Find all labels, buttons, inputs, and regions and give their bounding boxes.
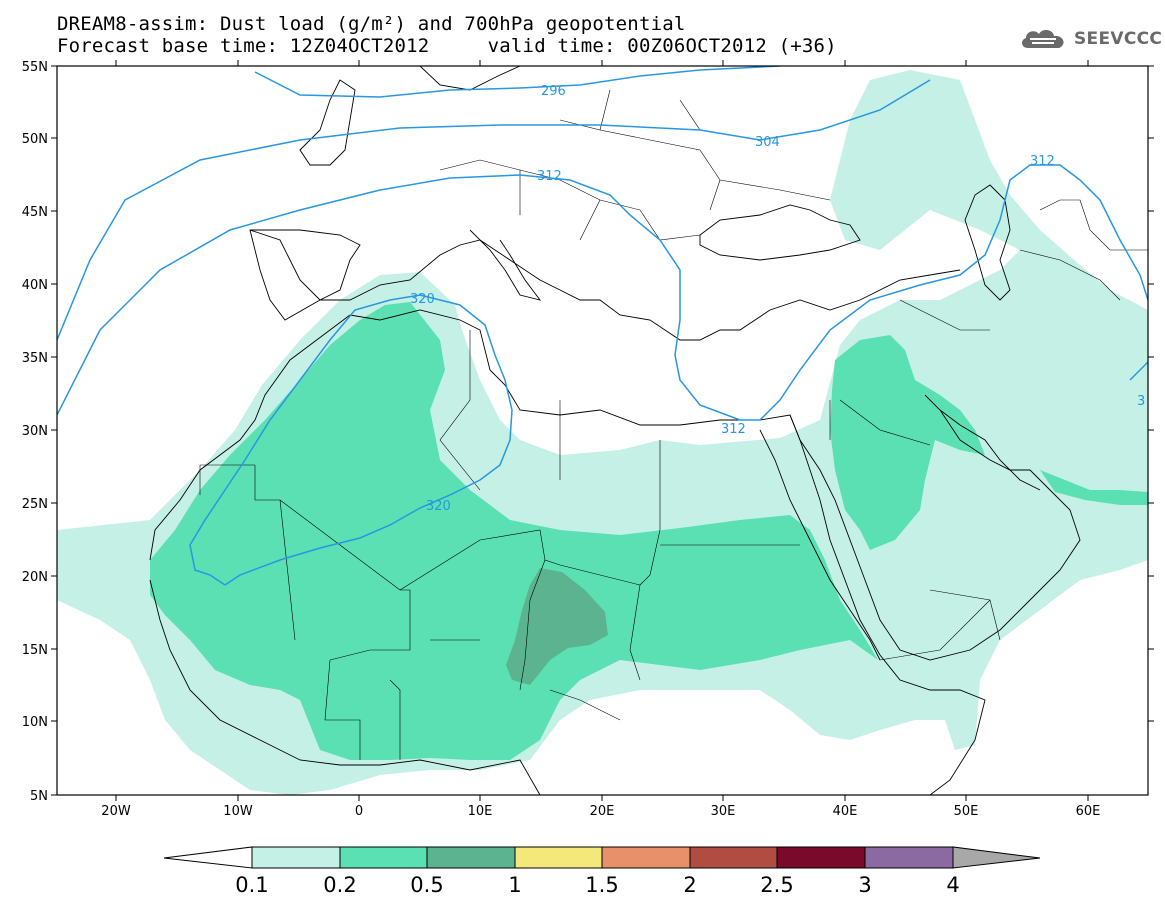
logo-text: SEEVCCC [1074, 29, 1163, 49]
lat-label: 55N [22, 60, 48, 75]
geopotential-contours [57, 66, 1148, 586]
colorbar-label: 2.5 [760, 873, 793, 897]
colorbar-segment [689, 846, 778, 869]
colorbar-label: 2 [683, 873, 696, 897]
colorbar-segment [426, 846, 516, 869]
colorbar-low-arrow [163, 846, 253, 869]
contour-label: 320 [426, 499, 451, 514]
colorbar-label: 4 [946, 873, 959, 897]
cloud-icon [1022, 30, 1064, 48]
britain-coast [299, 79, 356, 166]
dust-load-field [57, 70, 1148, 795]
colorbar-segment [776, 846, 866, 869]
coastlines [149, 66, 1081, 795]
colorbar-segment [251, 846, 341, 869]
italy-coast [469, 229, 542, 301]
iberia-coast [249, 229, 361, 321]
lon-label: 40E [833, 804, 858, 819]
colorbar-label: 1.5 [585, 873, 618, 897]
lon-label: 0 [355, 804, 363, 819]
lat-label: 15N [22, 643, 48, 658]
dust-area-light [57, 70, 1148, 795]
colorbar-label: 0.1 [235, 873, 268, 897]
lat-label: 30N [22, 424, 48, 439]
dust-area-medium-west [150, 302, 878, 760]
contour-312-b [1129, 361, 1148, 381]
chart-subtitle: Forecast base time: 12Z04OCT2012 valid t… [57, 35, 837, 57]
europe-coast [249, 229, 961, 341]
lat-label: 40N [22, 278, 48, 293]
africa-coast [149, 309, 986, 795]
lat-label: 20N [22, 570, 48, 585]
contour-label: 3 [1137, 394, 1145, 409]
contour-label: 312 [1030, 154, 1055, 169]
black-sea-coast [699, 204, 861, 261]
lat-label: 25N [22, 497, 48, 512]
lon-label: 60E [1076, 804, 1101, 819]
lat-label: 10N [22, 715, 48, 730]
contour-312-a [57, 164, 1148, 421]
colorbar-label: 0.2 [323, 873, 356, 897]
colorbar-label: 3 [858, 873, 871, 897]
lat-label: 5N [30, 789, 48, 804]
red-sea-coast [759, 429, 881, 661]
lon-label: 10E [468, 804, 493, 819]
contour-label: 296 [541, 84, 566, 99]
lon-label: 20E [590, 804, 615, 819]
seevccc-logo: SEEVCCC [1018, 26, 1162, 52]
colorbar-segment [514, 846, 603, 869]
contour-304 [57, 79, 931, 341]
lon-label: 50E [954, 804, 979, 819]
contour-320 [189, 294, 513, 586]
dust-area-medium-east [830, 335, 985, 550]
persian-gulf-coast [939, 409, 1041, 491]
lon-label: 20W [101, 804, 131, 819]
lon-label: 30E [711, 804, 736, 819]
scandinavia-coast [419, 66, 521, 91]
colorbar-high-arrow [952, 846, 1041, 869]
contour-label-group: 296 304 312 312 312 320 320 3 [410, 84, 1145, 514]
dust-area-medium-gulf [1040, 470, 1148, 505]
colorbar-label: 0.5 [410, 873, 443, 897]
gulf-of-guinea-coast [149, 579, 541, 795]
arabia-coast [789, 394, 1081, 661]
lat-label: 50N [22, 132, 48, 147]
contour-296 [254, 66, 781, 98]
dust-area-dark [506, 568, 608, 685]
contour-label: 320 [410, 292, 435, 307]
colorbar-segment [601, 846, 691, 869]
colorbar-label: 1 [508, 873, 521, 897]
lat-label: 45N [22, 205, 48, 220]
colorbar: 0.1 0.2 0.5 1 1.5 2 2.5 3 4 [163, 846, 1041, 897]
lon-label: 10W [223, 804, 253, 819]
chart-title: DREAM8-assim: Dust load (g/m²) and 700hP… [57, 13, 686, 35]
contour-label: 312 [537, 169, 562, 184]
colorbar-segment [339, 846, 428, 869]
caspian-coast [964, 184, 1011, 301]
contour-label: 304 [755, 135, 780, 150]
lat-label: 35N [22, 351, 48, 366]
colorbar-segment [864, 846, 954, 869]
lat-axis: 55N 50N 45N 40N 35N 30N 25N 20N 15N 10N … [22, 60, 1154, 804]
contour-label: 312 [721, 422, 746, 437]
lon-axis: 20W 10W 0 10E 20E 30E 40E 50E 60E [101, 60, 1100, 819]
